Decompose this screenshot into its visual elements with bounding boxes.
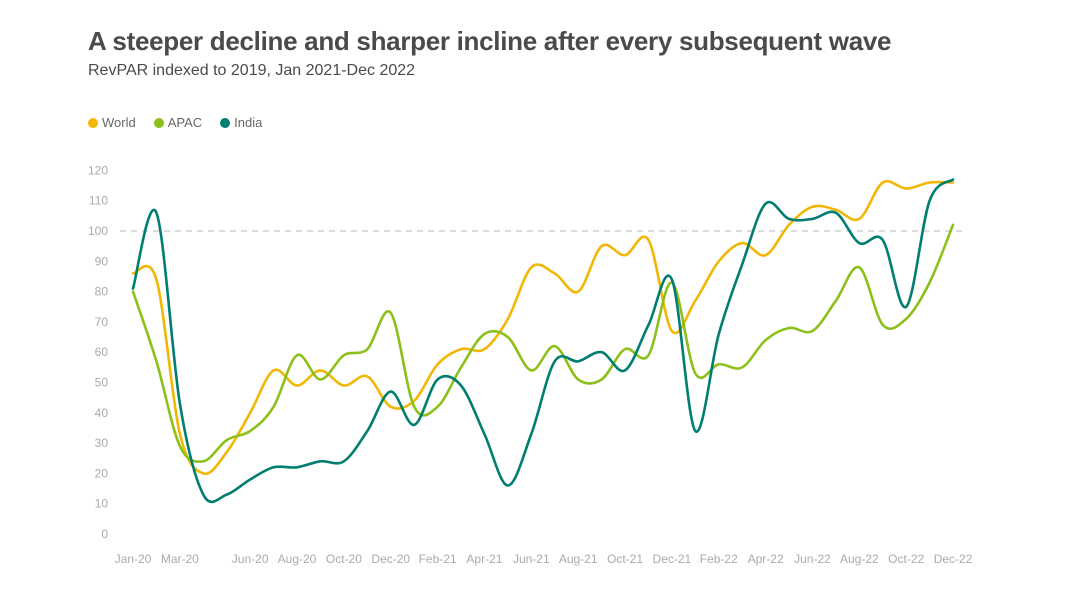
legend-label-india: India <box>234 115 263 130</box>
x-tick-label: Aug-21 <box>559 552 598 566</box>
x-tick-label: Aug-20 <box>278 552 317 566</box>
series-line-india <box>131 178 955 504</box>
legend-item-apac: APAC <box>153 115 203 130</box>
x-tick-label: Dec-20 <box>371 552 410 566</box>
chart-subtitle: RevPAR indexed to 2019, Jan 2021-Dec 202… <box>88 62 416 79</box>
y-tick-label: 80 <box>95 285 109 299</box>
x-tick-label: Oct-21 <box>607 552 643 566</box>
y-tick-label: 40 <box>95 406 109 420</box>
x-tick-label: Jun-21 <box>513 552 550 566</box>
series-line-apac <box>131 223 955 463</box>
y-tick-label: 0 <box>101 527 108 541</box>
x-tick-label: Apr-22 <box>748 552 784 566</box>
y-tick-label: 90 <box>95 254 109 268</box>
chart-title: A steeper decline and sharper incline af… <box>88 26 892 56</box>
x-tick-label: Apr-21 <box>466 552 502 566</box>
legend-item-world: World <box>88 115 136 130</box>
x-tick-label: Feb-22 <box>700 552 738 566</box>
x-tick-label: Dec-22 <box>934 552 973 566</box>
y-tick-label: 50 <box>95 376 109 390</box>
legend-dot-india <box>220 117 231 128</box>
legend-dot-world <box>88 117 98 128</box>
x-tick-label: Feb-21 <box>419 552 457 566</box>
x-tick-label: Mar-20 <box>161 552 199 566</box>
x-tick-label: Jun-20 <box>232 552 269 566</box>
legend-dot-apac <box>153 117 164 128</box>
y-tick-label: 100 <box>88 224 108 238</box>
y-tick-label: 10 <box>95 497 109 511</box>
y-tick-label: 70 <box>95 315 109 329</box>
y-tick-label: 20 <box>95 466 109 480</box>
legend-label-apac: APAC <box>167 115 203 130</box>
legend-label-world: World <box>102 115 136 130</box>
legend: World APAC India <box>88 115 262 130</box>
x-tick-label: Oct-20 <box>326 552 362 566</box>
y-tick-label: 60 <box>95 345 109 359</box>
y-tick-label: 110 <box>89 194 108 208</box>
legend-item-india: India <box>220 115 262 130</box>
x-tick-label: Aug-22 <box>840 552 879 566</box>
x-tick-label: Oct-22 <box>888 552 924 566</box>
y-tick-label: 30 <box>95 436 109 450</box>
y-tick-label: 120 <box>88 163 108 177</box>
x-tick-label: Jan-20 <box>115 552 152 566</box>
x-tick-label: Dec-21 <box>653 552 692 566</box>
x-tick-label: Jun-22 <box>794 552 831 566</box>
series-line-world <box>131 180 955 476</box>
